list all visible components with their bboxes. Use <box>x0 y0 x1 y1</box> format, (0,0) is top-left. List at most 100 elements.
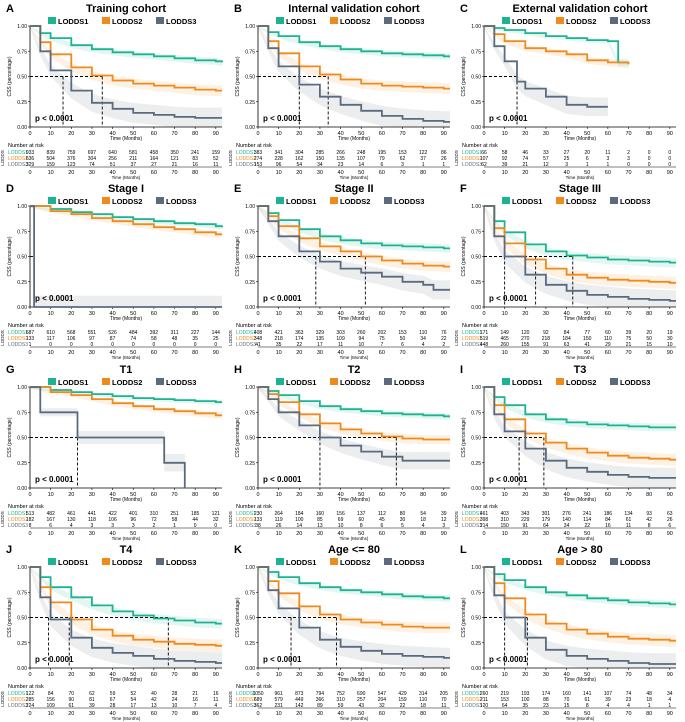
risk-count: 80 <box>400 511 406 517</box>
risk-count: 42 <box>646 517 652 523</box>
risk-x-tick-label: 60 <box>379 350 385 356</box>
risk-count: 140 <box>562 517 571 523</box>
legend-label: LODDS2 <box>112 17 142 26</box>
risk-count: 32 <box>379 703 385 709</box>
legend-label: LODDS3 <box>166 197 196 206</box>
risk-x-tick-label: 40 <box>564 350 570 356</box>
risk-x-tick-label: 20 <box>68 711 74 717</box>
x-tick-label: 10 <box>48 131 54 137</box>
x-axis-label: Time (Months) <box>338 316 370 322</box>
risk-x-tick-label: 90 <box>441 350 447 356</box>
x-tick-label: 30 <box>317 311 323 317</box>
risk-count: 0 <box>194 342 197 348</box>
risk-x-tick-label: 50 <box>130 350 136 356</box>
x-tick-label: 60 <box>379 492 385 498</box>
x-tick-label: 10 <box>48 672 54 678</box>
risk-count: 61 <box>626 517 632 523</box>
risk-count: 22 <box>297 342 303 348</box>
km-curve-lodds2 <box>484 25 630 65</box>
legend-label: LODDS1 <box>286 378 316 387</box>
risk-row-label: LODDS2 <box>236 336 256 342</box>
risk-table-header: Number at risk <box>236 323 272 329</box>
risk-x-tick-label: 40 <box>110 531 116 537</box>
risk-x-tick-label: 30 <box>89 170 95 176</box>
panel-letter: F <box>460 183 467 195</box>
legend-label: LODDS3 <box>394 378 424 387</box>
risk-x-tick-label: 90 <box>441 170 447 176</box>
risk-x-tick-label: 50 <box>358 350 364 356</box>
risk-count: 62 <box>481 162 487 168</box>
risk-row-label: LODDS1 <box>8 330 28 336</box>
legend-swatch <box>384 378 392 385</box>
km-curve-lodds1 <box>484 386 676 429</box>
x-tick-label: 70 <box>625 131 631 137</box>
risk-count: 110 <box>419 697 427 703</box>
x-tick-label: 0 <box>482 492 485 498</box>
risk-count: 64 <box>502 703 508 709</box>
risk-x-tick-label: 40 <box>338 531 344 537</box>
risk-x-tick-label: 50 <box>584 711 590 717</box>
p-value: p < 0.0001 <box>263 114 302 123</box>
risk-count: 14 <box>358 162 364 168</box>
legend-swatch <box>276 558 284 565</box>
y-tick-label: 0.25 <box>245 100 255 106</box>
risk-count: 362 <box>254 703 263 709</box>
x-tick-label: 0 <box>482 672 485 678</box>
y-tick-label: 0.25 <box>245 461 255 467</box>
risk-x-tick-label: 90 <box>667 350 673 356</box>
y-tick-label: 0.00 <box>17 666 27 672</box>
risk-count: 120 <box>480 703 489 709</box>
x-tick-label: 70 <box>171 492 177 498</box>
km-curve-lodds1 <box>258 566 450 600</box>
risk-count: 0 <box>111 342 114 348</box>
p-value: p < 0.0001 <box>35 655 74 664</box>
risk-row-label: LODDS3 <box>8 523 28 529</box>
risk-count: 0 <box>668 150 671 156</box>
x-tick-label: 40 <box>110 131 116 137</box>
risk-count: 21 <box>172 162 178 168</box>
panel-letter: H <box>234 364 242 376</box>
x-tick-label: 40 <box>338 492 344 498</box>
x-tick-label: 0 <box>256 131 259 137</box>
risk-row-label: LODDS2 <box>8 336 28 342</box>
risk-count: 4 <box>422 342 425 348</box>
risk-x-tick-label: 60 <box>151 170 157 176</box>
legend-label: LODDS2 <box>566 558 596 567</box>
risk-count: 7 <box>194 703 197 709</box>
panel-letter: K <box>234 544 242 556</box>
risk-count: 86 <box>441 150 447 156</box>
x-tick-label: 0 <box>482 131 485 137</box>
x-tick-label: 80 <box>646 672 652 678</box>
panel-title: Age > 80 <box>557 544 603 556</box>
x-tick-label: 20 <box>522 492 528 498</box>
panel-title: Training cohort <box>86 3 166 15</box>
risk-count: 75 <box>626 336 632 342</box>
risk-count: 84 <box>48 691 54 697</box>
x-tick-label: 10 <box>276 311 282 317</box>
risk-row-label: LODDS3 <box>236 342 256 348</box>
risk-count: 59 <box>110 691 116 697</box>
risk-row-label: LODDS2 <box>8 697 28 703</box>
y-tick-label: 1.00 <box>245 565 255 571</box>
legend-label: LODDS1 <box>512 197 542 206</box>
legend-label: LODDS1 <box>58 378 88 387</box>
risk-count: 3 <box>111 523 114 529</box>
risk-count: 32 <box>213 517 219 523</box>
risk-count: 1 <box>668 703 671 709</box>
x-tick-label: 20 <box>522 672 528 678</box>
x-tick-label: 10 <box>502 131 508 137</box>
risk-count: 348 <box>254 336 263 342</box>
legend: LODDS1 LODDS2 LODDS3 <box>502 378 650 387</box>
risk-count: 40 <box>151 691 157 697</box>
risk-count: 75 <box>379 336 385 342</box>
risk-row-label: LODDS2 <box>462 697 482 703</box>
legend-label: LODDS1 <box>58 558 88 567</box>
risk-count: 18 <box>420 517 426 523</box>
risk-x-tick-label: 50 <box>584 350 590 356</box>
risk-x-tick-label: 90 <box>213 170 219 176</box>
risk-count: 392 <box>150 330 159 336</box>
km-curve-lodds3 <box>30 25 222 119</box>
risk-table-header: Number at risk <box>8 504 44 510</box>
